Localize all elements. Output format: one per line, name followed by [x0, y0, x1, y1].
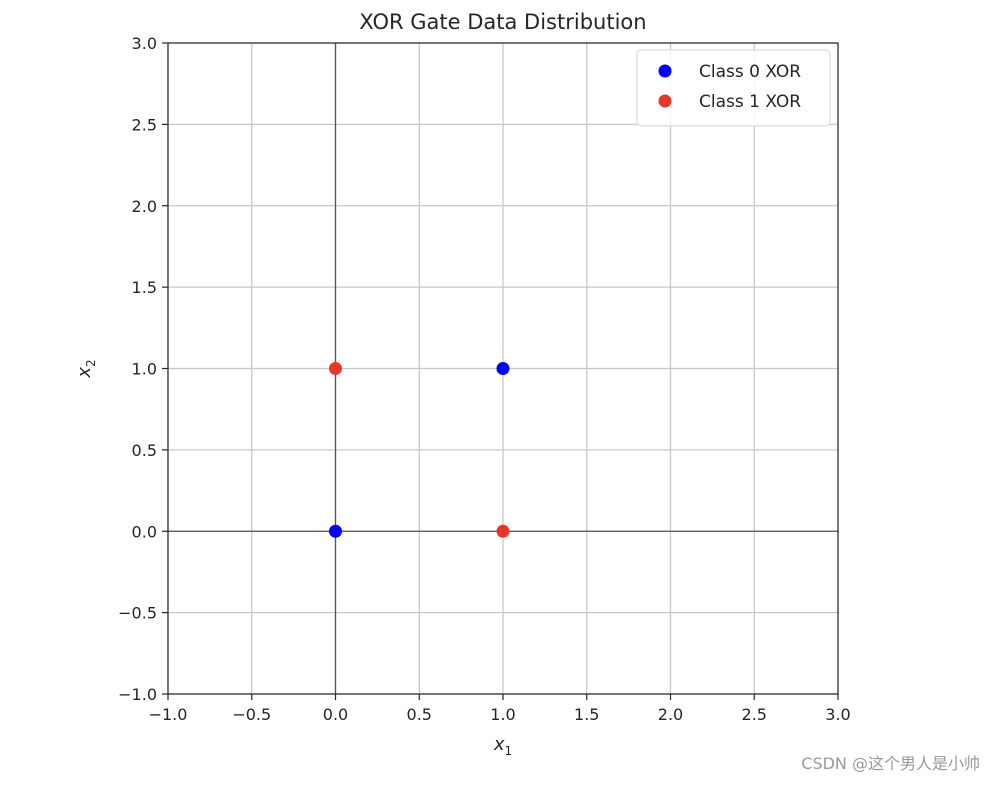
- x-tick-label: 0.0: [323, 705, 348, 724]
- y-tick-label: 1.5: [132, 278, 157, 297]
- y-tick-label: 0.0: [132, 522, 157, 541]
- y-axis-label-subscript: 2: [84, 359, 98, 367]
- y-axis-label-main: x: [74, 367, 95, 379]
- axis-ticks: −1.0 −0.5 0.0 0.5 1.0 1.5 2.0 2.5 3.0 −1.0 −0.5 0.0…: [118, 34, 851, 724]
- x-tick-label: 3.0: [825, 705, 850, 724]
- x-axis-label-main: x: [493, 734, 505, 755]
- legend-marker: [658, 64, 672, 78]
- watermark-text: CSDN @这个男人是小帅: [801, 754, 980, 773]
- legend-box: [636, 49, 831, 127]
- legend-label: Class 1 XOR: [699, 92, 801, 112]
- x-tick-label: 1.0: [490, 705, 515, 724]
- x-axis-label: x1: [493, 734, 512, 758]
- y-tick-label: 0.5: [132, 441, 157, 460]
- y-tick-label: −0.5: [118, 604, 157, 623]
- data-point-class-0: [496, 362, 510, 375]
- data-points: [329, 362, 510, 538]
- y-tick-label: 1.0: [132, 360, 157, 379]
- y-axis-label: x2: [74, 359, 98, 378]
- x-tick-label: 2.0: [658, 705, 683, 724]
- y-tick-label: 2.5: [132, 115, 157, 134]
- legend: Class 0 XOR Class 1 XOR: [636, 49, 831, 127]
- x-tick-label: −1.0: [149, 705, 188, 724]
- legend-label: Class 0 XOR: [699, 62, 801, 82]
- data-point-class-0: [329, 524, 342, 538]
- x-axis-label-subscript: 1: [505, 744, 513, 758]
- data-point-class-1: [496, 524, 510, 538]
- x-tick-label: 2.5: [742, 705, 767, 724]
- x-tick-label: 0.5: [407, 705, 432, 724]
- y-tick-label: 3.0: [132, 34, 157, 53]
- x-tick-label: −0.5: [232, 705, 271, 724]
- x-tick-label: 1.5: [574, 705, 599, 724]
- chart-title: XOR Gate Data Distribution: [359, 10, 646, 34]
- y-tick-label: −1.0: [118, 685, 157, 704]
- legend-marker: [658, 94, 672, 108]
- data-point-class-1: [329, 362, 342, 375]
- y-tick-label: 2.0: [132, 197, 157, 216]
